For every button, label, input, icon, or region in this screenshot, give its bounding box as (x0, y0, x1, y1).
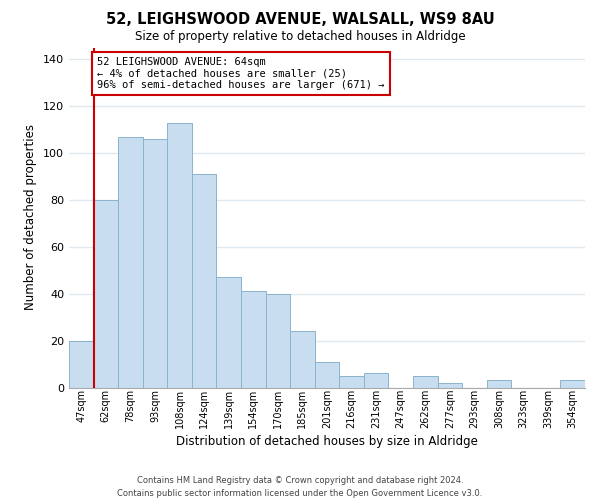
Text: Size of property relative to detached houses in Aldridge: Size of property relative to detached ho… (134, 30, 466, 43)
Bar (69, 340, 94, 388)
Bar (339, 376, 364, 388)
Bar (118, 136, 143, 388)
Text: Contains HM Land Registry data © Crown copyright and database right 2024.: Contains HM Land Registry data © Crown c… (137, 476, 463, 485)
Bar (94, 200, 118, 388)
Y-axis label: Number of detached properties: Number of detached properties (25, 124, 37, 310)
Text: 52, LEIGHSWOOD AVENUE, WALSALL, WS9 8AU: 52, LEIGHSWOOD AVENUE, WALSALL, WS9 8AU (106, 12, 494, 28)
Bar (364, 374, 388, 388)
Bar (241, 292, 266, 388)
Bar (487, 380, 511, 388)
Text: Contains public sector information licensed under the Open Government Licence v3: Contains public sector information licen… (118, 488, 482, 498)
Bar (315, 362, 339, 388)
Bar (560, 380, 585, 388)
Bar (413, 376, 437, 388)
Bar (217, 278, 241, 388)
X-axis label: Distribution of detached houses by size in Aldridge: Distribution of detached houses by size … (176, 436, 478, 448)
Bar (143, 139, 167, 388)
Bar (437, 383, 462, 388)
Bar (192, 174, 217, 388)
Text: 52 LEIGHSWOOD AVENUE: 64sqm
← 4% of detached houses are smaller (25)
96% of semi: 52 LEIGHSWOOD AVENUE: 64sqm ← 4% of deta… (97, 57, 385, 90)
Bar (266, 294, 290, 388)
Bar (290, 331, 315, 388)
Bar (167, 122, 192, 388)
